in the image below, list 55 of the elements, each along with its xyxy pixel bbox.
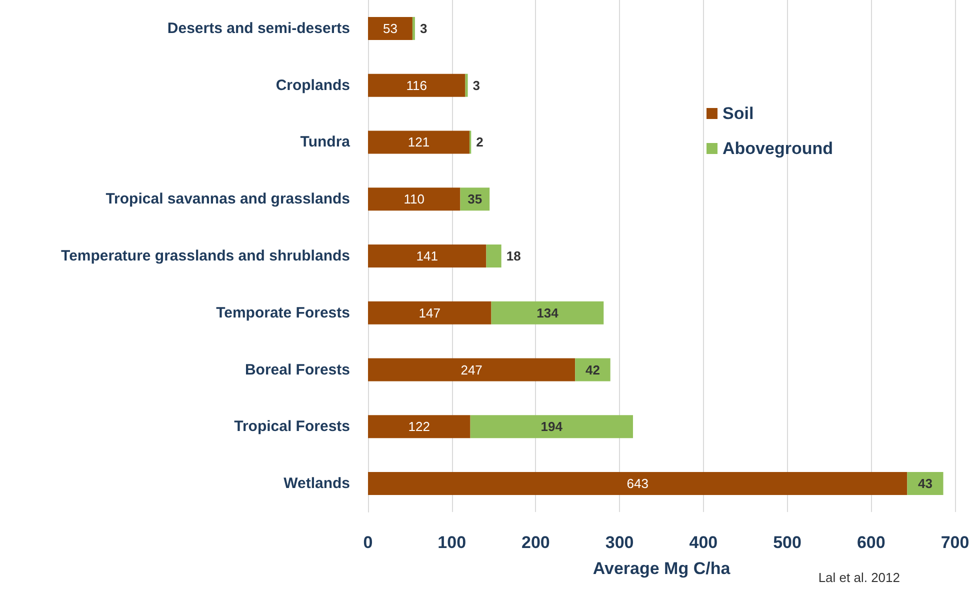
x-tick-label: 100	[438, 533, 466, 552]
y-tick-label: Croplands	[276, 76, 350, 94]
x-tick-label: 200	[522, 533, 550, 552]
data-label: 3	[420, 20, 428, 36]
bar	[470, 415, 633, 438]
x-tick-label: 0	[363, 533, 373, 552]
legend-label: Aboveground	[722, 139, 834, 158]
x-tick-label: 600	[856, 533, 886, 552]
bar	[368, 16, 412, 40]
bar	[368, 301, 492, 324]
data-label: 53	[382, 20, 398, 36]
bar	[486, 244, 502, 268]
data-label: 2	[476, 134, 484, 150]
data-label: 18	[506, 248, 521, 264]
data-label: 42	[586, 362, 600, 378]
x-tick-label: 400	[689, 533, 718, 552]
data-label: 121	[408, 134, 430, 150]
data-label: 194	[540, 419, 564, 434]
bar	[907, 472, 944, 496]
data-label: 110	[404, 192, 424, 207]
x-tick-label: 300	[605, 533, 634, 552]
data-label: 122	[408, 419, 430, 434]
data-label: 43	[918, 476, 932, 492]
y-tick-label: Temperature grasslands and shrublands	[61, 248, 350, 264]
text: Lal et al. 2012	[818, 570, 900, 585]
x-tick-label: 500	[773, 533, 802, 552]
data-label: 141	[416, 248, 438, 264]
bar	[368, 358, 576, 382]
y-tick-label: Wetlands	[284, 475, 350, 492]
x-tick-label: 700	[940, 533, 970, 552]
data-label: 147	[418, 305, 440, 320]
data-label: 35	[468, 192, 482, 207]
y-tick-label: Deserts and semi-deserts	[167, 20, 350, 37]
bar	[368, 188, 460, 211]
bar	[368, 74, 466, 97]
x-axis-title: Average Mg C/ha	[592, 559, 731, 578]
data-label: 3	[472, 78, 480, 93]
bar	[368, 130, 470, 154]
data-label: 643	[626, 476, 648, 492]
data-label: 134	[536, 305, 560, 320]
y-tick-label: Temporate Forests	[216, 304, 350, 322]
y-tick-label: Tropical savannas and grasslands	[106, 190, 350, 208]
bar	[465, 74, 468, 97]
bar	[412, 16, 415, 40]
y-tick-label: Tropical Forests	[234, 418, 350, 436]
bar	[575, 358, 610, 382]
bar	[491, 301, 604, 324]
bar	[368, 415, 470, 438]
bar	[368, 472, 908, 496]
data-label: 247	[460, 362, 482, 378]
data-label: 116	[406, 78, 428, 93]
y-tick-label: Boreal Forests	[244, 361, 350, 378]
bar	[368, 244, 486, 268]
legend-label: Soil	[722, 104, 754, 123]
y-tick-label: Tundra	[300, 134, 351, 151]
